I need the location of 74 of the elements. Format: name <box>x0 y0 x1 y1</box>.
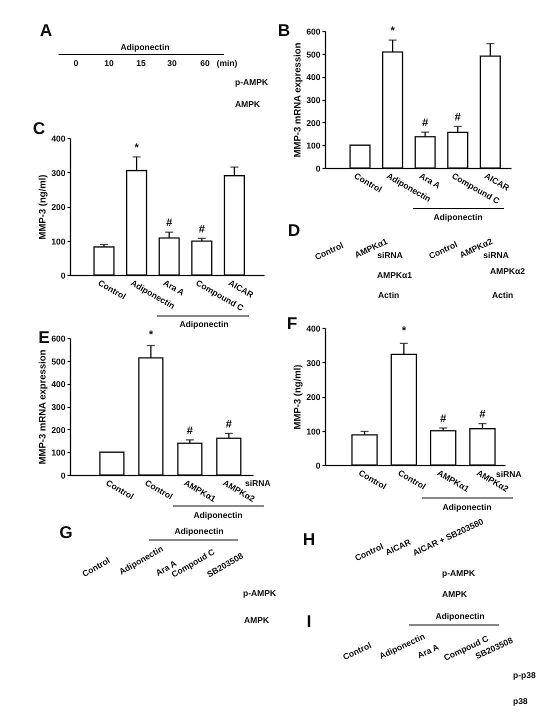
text: Adiponectin <box>179 319 229 329</box>
text: p-p38 <box>513 670 536 680</box>
text: Adiponectin <box>193 510 243 520</box>
chart-title: E <box>38 328 50 347</box>
y-axis-title: MMP-3 (ng/ml) <box>292 364 304 430</box>
text: AMPKα1 <box>377 270 412 280</box>
text: H <box>302 530 316 549</box>
text: p-AMPK <box>243 588 277 598</box>
annotation: * <box>134 142 140 154</box>
annotation: # <box>440 413 446 426</box>
y-tick-label: 500 <box>51 356 66 366</box>
y-tick-label: 200 <box>306 392 321 402</box>
text: p-AMPK <box>442 568 476 578</box>
text: AMPK <box>442 589 468 599</box>
y-tick-label: 400 <box>51 134 66 144</box>
text: Adiponectin <box>435 611 485 621</box>
annotation: * <box>390 25 396 38</box>
annotation: * <box>148 329 154 341</box>
text: Actin <box>378 290 400 300</box>
text: Adiponectin <box>433 212 483 222</box>
text: Adiponectin <box>120 42 170 52</box>
annotation: # <box>186 424 193 437</box>
text: 60 <box>200 58 210 68</box>
text: 0 <box>74 58 79 68</box>
text: G <box>59 523 73 542</box>
text: p38 <box>513 696 528 706</box>
text: (min) <box>216 58 238 68</box>
text: p-AMPK <box>235 77 269 87</box>
y-tick-label: 100 <box>306 426 321 436</box>
text: AMPKα2 <box>490 266 526 276</box>
text: Actin <box>492 290 514 300</box>
annotation: # <box>422 117 428 130</box>
y-tick-label: 300 <box>51 168 66 178</box>
chart-title: C <box>32 119 46 138</box>
annotation: # <box>198 223 205 236</box>
text: Adiponectin <box>442 502 492 512</box>
y-tick-label: 100 <box>51 448 66 458</box>
annotation: # <box>479 408 486 421</box>
y-axis-title: MMP-3 mRNA expression <box>292 42 304 158</box>
text: D <box>288 221 300 240</box>
annotation: # <box>454 111 461 124</box>
text: I <box>306 612 312 631</box>
text: 10 <box>104 58 114 68</box>
y-tick-label: 600 <box>306 26 321 36</box>
chart-title: B <box>278 21 290 40</box>
chart-title: F <box>286 314 298 333</box>
y-tick-label: 300 <box>306 95 321 105</box>
y-axis-title: MMP-3 (ng/ml) <box>37 174 48 240</box>
text: Adiponectin <box>174 526 224 536</box>
y-tick-label: 0 <box>60 470 66 480</box>
annotation: # <box>166 217 172 230</box>
y-tick-label: 200 <box>306 118 321 128</box>
y-tick-label: 200 <box>51 424 66 435</box>
y-tick-label: 300 <box>306 358 321 368</box>
y-tick-label: 400 <box>306 72 321 82</box>
text: 30 <box>167 58 177 68</box>
annotation: * <box>402 325 407 337</box>
y-tick-label: 0 <box>316 460 321 470</box>
text: AMPK <box>244 615 270 625</box>
y-tick-label: 400 <box>306 324 321 334</box>
y-tick-label: 200 <box>51 202 66 212</box>
text: 15 <box>136 58 146 68</box>
y-tick-label: 300 <box>51 402 66 412</box>
text: AMPK <box>235 99 261 109</box>
text: A <box>40 21 52 40</box>
y-tick-label: 100 <box>51 236 66 246</box>
y-tick-label: 400 <box>51 379 66 390</box>
annotation: # <box>226 418 232 430</box>
y-tick-label: 100 <box>306 140 321 151</box>
y-axis-title: MMP-3 mRNA expression <box>37 349 48 464</box>
y-tick-label: 0 <box>316 164 321 174</box>
y-tick-label: 600 <box>51 334 66 344</box>
y-tick-label: 0 <box>60 270 66 280</box>
y-tick-label: 500 <box>306 49 321 60</box>
